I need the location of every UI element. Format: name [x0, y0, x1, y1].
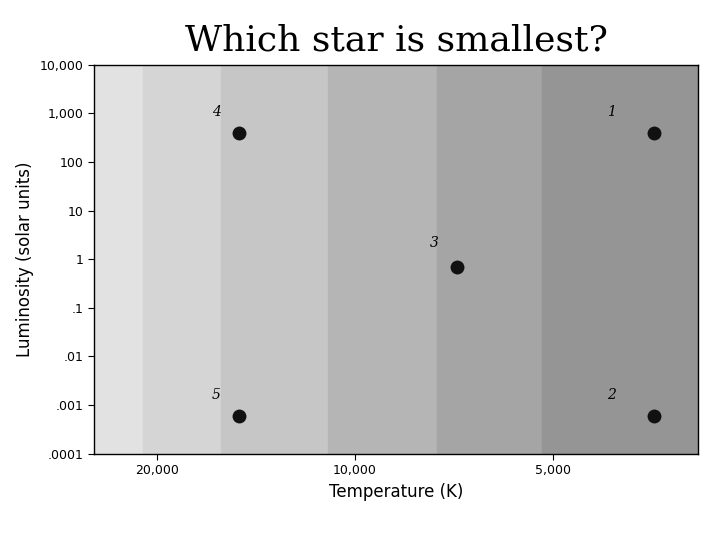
Text: 3: 3: [430, 237, 438, 251]
Point: [451, 262, 462, 271]
X-axis label: Temperature (K): Temperature (K): [329, 483, 463, 501]
Text: 5: 5: [212, 388, 221, 402]
Bar: [221, 65, 328, 454]
Text: 4: 4: [212, 105, 221, 119]
Bar: [143, 65, 221, 454]
Y-axis label: Luminosity (solar units): Luminosity (solar units): [16, 161, 34, 357]
Point: [649, 129, 660, 137]
Point: [233, 411, 245, 420]
Text: 2: 2: [607, 388, 616, 402]
Point: [233, 129, 245, 137]
Bar: [541, 65, 698, 454]
Text: 1: 1: [607, 105, 616, 119]
Point: [649, 411, 660, 420]
Title: Which star is smallest?: Which star is smallest?: [184, 24, 608, 58]
Bar: [94, 65, 143, 454]
Bar: [437, 65, 541, 454]
Bar: [328, 65, 437, 454]
